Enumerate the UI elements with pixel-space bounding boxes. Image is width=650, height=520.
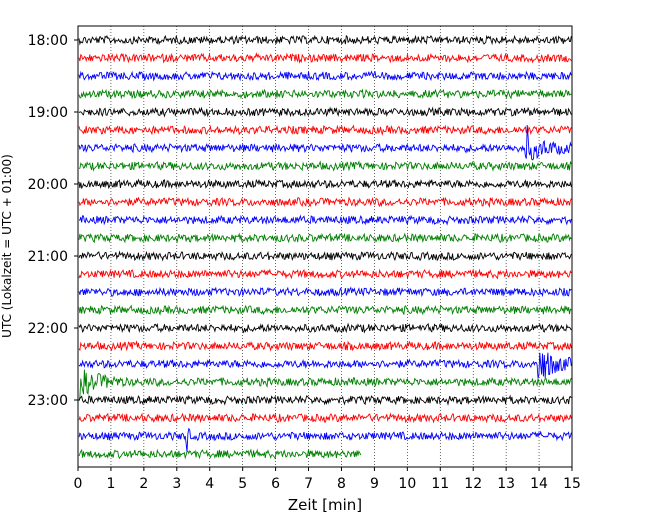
x-tick-label: 13 xyxy=(497,476,515,492)
seismic-trace-2130 xyxy=(78,286,572,298)
y-tick-label: 19:00 xyxy=(28,105,68,121)
axes-frame xyxy=(77,25,573,468)
seismic-trace-2100 xyxy=(78,250,572,262)
seismic-trace-1815 xyxy=(78,52,572,64)
x-tick-label: 9 xyxy=(370,476,379,492)
seismic-trace-2045 xyxy=(78,232,572,244)
seismic-trace-1830 xyxy=(78,70,572,82)
seismic-trace-1900 xyxy=(78,106,572,118)
seismic-trace-2030 xyxy=(78,214,572,226)
x-tick-label: 1 xyxy=(106,476,115,492)
x-tick-label: 11 xyxy=(431,476,449,492)
y-axis-label: UTC (Lokalzeit = UTC + 01:00) xyxy=(0,154,14,338)
seismic-trace-2145 xyxy=(78,304,572,316)
seismic-trace-1945 xyxy=(78,160,572,172)
seismic-trace-2000 xyxy=(78,178,572,190)
y-tick-label: 21:00 xyxy=(28,249,68,265)
x-tick-label: 6 xyxy=(271,476,280,492)
x-tick-label: 8 xyxy=(337,476,346,492)
x-tick-label: 4 xyxy=(205,476,214,492)
trace-layer xyxy=(78,34,572,460)
seismic-trace-2115 xyxy=(78,268,572,280)
x-axis-label: Zeit [min] xyxy=(288,496,362,514)
x-tick-label: 3 xyxy=(172,476,181,492)
x-tick-label: 2 xyxy=(139,476,148,492)
x-tick-label: 7 xyxy=(304,476,313,492)
seismic-trace-2015 xyxy=(78,196,572,208)
seismic-trace-2200 xyxy=(78,322,572,334)
seismic-trace-2300 xyxy=(78,394,572,406)
seismic-trace-2330 xyxy=(78,427,572,453)
seismic-trace-1845 xyxy=(78,88,572,100)
seismic-trace-2345 xyxy=(78,448,362,460)
seismic-trace-1915 xyxy=(78,124,572,136)
y-tick-label: 20:00 xyxy=(28,177,68,193)
x-tick-label: 14 xyxy=(530,476,548,492)
seismic-trace-1800 xyxy=(78,34,572,46)
y-tick-label: 23:00 xyxy=(28,393,68,409)
seismic-trace-2230 xyxy=(78,352,572,379)
x-tick-label: 0 xyxy=(74,476,83,492)
x-tick-label: 5 xyxy=(238,476,247,492)
x-tick-label: 15 xyxy=(563,476,581,492)
y-tick-label: 18:00 xyxy=(28,33,68,49)
tick-layer: 0 1 2 3 4 5 6 7 8 9 10 11 12 13 14 1518:0019:0020:0021:… xyxy=(28,33,581,492)
seismic-trace-1930 xyxy=(78,124,572,161)
seismic-trace-2215 xyxy=(78,340,572,352)
x-tick-label: 12 xyxy=(464,476,482,492)
y-tick-label: 22:00 xyxy=(28,321,68,337)
seismic-trace-2315 xyxy=(78,412,572,424)
seismic-trace-2245 xyxy=(78,369,572,402)
x-tick-label: 10 xyxy=(398,476,416,492)
